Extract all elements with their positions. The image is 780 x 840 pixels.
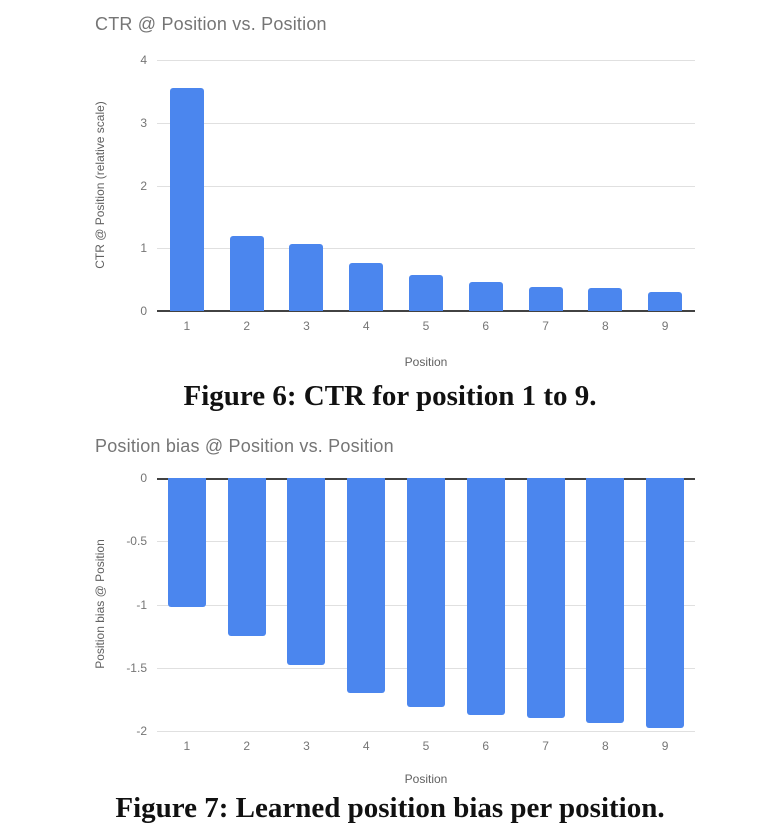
bar-position-4 <box>347 478 386 694</box>
gridline <box>157 60 695 61</box>
x-tick-label: 7 <box>542 739 549 753</box>
y-tick-label: 4 <box>140 53 147 67</box>
bar-position-5 <box>407 478 445 707</box>
x-tick-label: 2 <box>243 739 250 753</box>
ctr-x-axis-title: Position <box>404 355 448 369</box>
x-tick-label: 7 <box>542 319 549 333</box>
y-tick-label: 1 <box>140 241 147 256</box>
bar-position-8 <box>588 288 623 311</box>
bar-position-4 <box>349 263 384 311</box>
position-bias-x-axis-title: Position <box>404 772 448 786</box>
bar-position-2 <box>227 478 266 637</box>
x-tick-label: 8 <box>601 319 609 333</box>
x-tick-label: 5 <box>422 739 430 753</box>
x-tick-label: 9 <box>661 739 669 753</box>
y-tick-label: 2 <box>140 178 147 193</box>
ctr-chart: CTR @ Position vs. Position CTR @ Positi… <box>0 0 780 410</box>
position-bias-y-axis-title: Position bias @ Position <box>93 539 107 669</box>
gridline <box>157 731 695 732</box>
bar-position-3 <box>289 244 324 311</box>
gridline <box>157 185 695 187</box>
gridline <box>157 122 695 124</box>
bar-position-6 <box>466 478 505 715</box>
position-bias-plot-area: 0 -0.5 -1 -1.5 -2 1 2 3 4 5 6 7 8 9 <box>126 471 695 753</box>
bar-position-6 <box>468 281 503 311</box>
figure7-caption: Figure 7: Learned position bias per posi… <box>115 792 665 824</box>
gridline <box>157 248 695 250</box>
bar-position-3 <box>287 478 326 666</box>
bar-position-1 <box>169 88 204 311</box>
bar-position-8 <box>586 478 625 724</box>
bar-position-2 <box>229 236 264 311</box>
x-tick-label: 8 <box>601 739 609 753</box>
ctr-y-axis-title: CTR @ Position (relative scale) <box>93 101 107 269</box>
y-tick-label: -1.5 <box>126 660 147 675</box>
x-tick-label: 4 <box>362 739 370 753</box>
bar-position-7 <box>526 478 565 719</box>
figure6-caption: Figure 6: CTR for position 1 to 9. <box>183 380 597 412</box>
ctr-chart-title: CTR @ Position vs. Position <box>95 14 327 34</box>
x-tick-label: 3 <box>303 739 310 753</box>
y-tick-label: -0.5 <box>126 534 147 549</box>
bar-position-5 <box>409 274 443 311</box>
x-tick-label: 5 <box>422 319 430 333</box>
x-tick-label: 3 <box>303 319 310 333</box>
x-tick-label: 4 <box>362 319 370 333</box>
y-tick-label: 3 <box>140 115 147 130</box>
x-tick-label: 9 <box>661 319 669 333</box>
y-tick-label: -1 <box>136 597 147 612</box>
bar-position-7 <box>528 286 563 311</box>
y-tick-label: 0 <box>140 304 147 318</box>
bar-position-9 <box>646 478 685 729</box>
bar-position-9 <box>648 292 683 311</box>
y-tick-label: 0 <box>140 471 147 485</box>
x-tick-label: 1 <box>183 739 191 753</box>
x-tick-label: 6 <box>482 319 490 333</box>
x-tick-label: 1 <box>183 319 191 333</box>
bar-position-1 <box>167 478 206 608</box>
position-bias-chart: Position bias @ Position vs. Position Po… <box>0 420 780 840</box>
ctr-plot-area: 0 1 2 3 4 1 2 3 4 5 6 7 8 9 <box>140 53 695 333</box>
x-tick-label: 6 <box>482 739 490 753</box>
position-bias-chart-title: Position bias @ Position vs. Position <box>95 436 394 456</box>
y-tick-label: -2 <box>136 724 147 738</box>
x-tick-label: 2 <box>243 319 250 333</box>
x-axis-baseline <box>157 310 695 312</box>
